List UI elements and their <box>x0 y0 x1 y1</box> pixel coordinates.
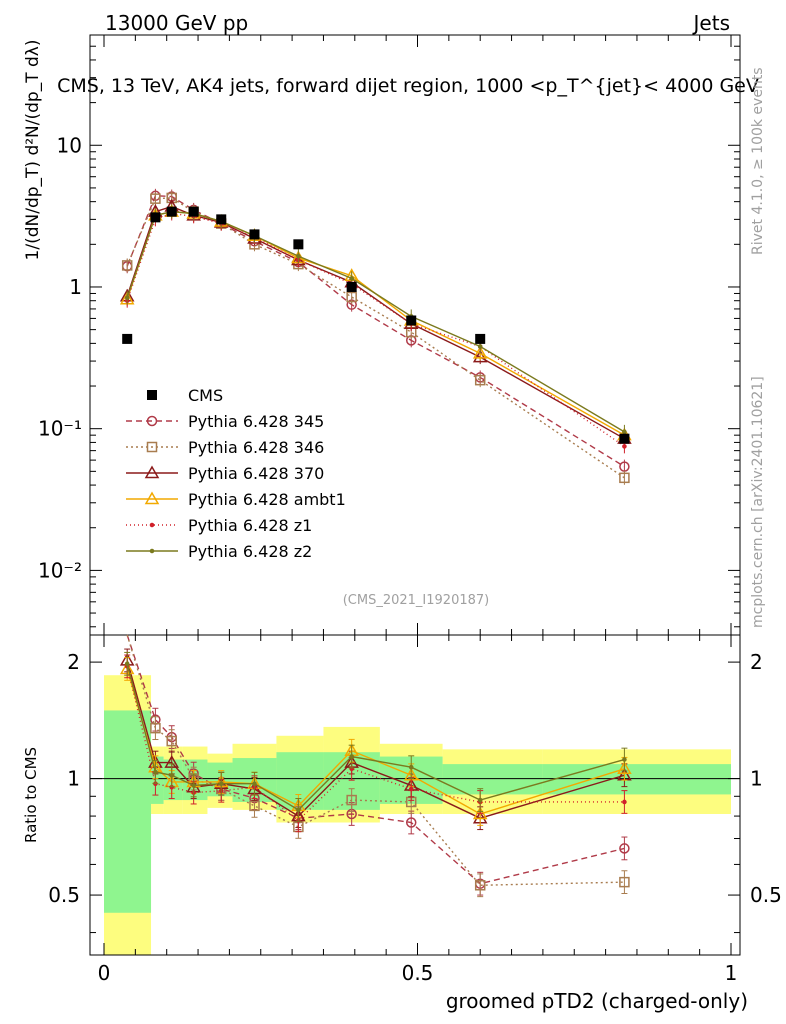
legend-z2-label: Pythia 6.428 z2 <box>188 542 312 561</box>
cms-data-point <box>619 433 630 444</box>
series-345-ratio-point <box>619 843 630 854</box>
y-tick-label-ratio-right: 2 <box>750 650 763 674</box>
legend-z2-marker <box>149 548 155 554</box>
series-346-ratio-line <box>126 634 625 886</box>
x-tick-label: 1 <box>725 961 738 985</box>
ratio-band-inner <box>542 764 731 795</box>
legend-label-cms: CMS <box>188 386 223 405</box>
series-z2-ratio-point <box>153 769 158 775</box>
series-ambt1-point <box>472 345 488 359</box>
cms-data-point <box>122 333 133 344</box>
legend-345-marker <box>146 415 158 427</box>
cms-data-point <box>406 315 417 326</box>
legend-346-label: Pythia 6.428 346 <box>188 438 324 457</box>
series-z1-ratio-point <box>408 786 414 792</box>
series-z2-ratio-point <box>191 783 196 788</box>
cms-data-point <box>216 214 227 225</box>
legend-345-label: Pythia 6.428 345 <box>188 412 324 431</box>
cms-data-point <box>293 239 304 250</box>
legend-z1-label: Pythia 6.428 z1 <box>188 516 312 535</box>
series-346-ratio-point <box>166 735 177 747</box>
series-346-ratio-point <box>150 722 161 734</box>
series-346-point <box>474 374 486 386</box>
y-tick-label-ratio: 2 <box>67 650 80 674</box>
series-346-ratio-point <box>619 876 630 888</box>
series-z2-ratio-point <box>296 807 301 813</box>
analysis-label: (CMS_2021_I1920187) <box>343 593 490 608</box>
series-346-ratio-point <box>474 880 486 891</box>
cms-data-point <box>249 229 260 240</box>
series-z2-ratio-point <box>477 797 483 803</box>
y-axis-label-ratio: Ratio to CMS <box>22 747 40 843</box>
series-346-ratio-point <box>249 800 260 812</box>
series-ambt1-ratio-point <box>617 761 632 775</box>
cms-data-point <box>346 281 357 292</box>
cms-data-point <box>166 206 177 217</box>
chart-title: CMS, 13 TeV, AK4 jets, forward dijet reg… <box>57 75 759 97</box>
legend-ambt1-label: Pythia 6.428 ambt1 <box>188 490 346 509</box>
cms-data-point <box>150 212 161 223</box>
cms-data-point <box>475 333 486 344</box>
legend-z1-marker <box>149 522 155 528</box>
y-tick-label-main: 10 <box>57 133 82 157</box>
series-345-ratio-point <box>405 817 417 828</box>
series-z1-ratio-point <box>622 799 627 805</box>
header-right: Jets <box>692 11 730 35</box>
series-346-ratio-point <box>346 794 357 806</box>
y-tick-label-ratio: 0.5 <box>48 883 80 907</box>
cms-data-point <box>188 206 199 217</box>
series-z1-point <box>622 444 627 449</box>
legend-ambt1-marker <box>144 491 160 505</box>
series-z2-ratio-point <box>349 754 354 759</box>
series-z2-ratio-point <box>124 661 130 667</box>
series-z2-ratio-point <box>622 757 627 762</box>
series-z1-ratio-line <box>126 666 625 822</box>
y-tick-label-main: 10⁻¹ <box>38 417 82 441</box>
series-z2-point <box>124 295 130 301</box>
y-tick-label-ratio-right: 1 <box>750 767 763 791</box>
x-axis-label: groomed pTD2 (charged-only) <box>446 989 748 1013</box>
legend-marker-cms <box>147 390 157 400</box>
series-346-point <box>121 260 133 271</box>
series-z2-point <box>477 344 483 349</box>
y-tick-label-main: 1 <box>69 275 82 299</box>
series-z2-ratio-point <box>218 781 224 786</box>
legend-346-marker <box>146 441 158 453</box>
series-z2-point <box>349 276 354 281</box>
y-tick-label-ratio: 1 <box>67 767 80 791</box>
ratio-plot-frame <box>89 634 741 956</box>
legend-370-label: Pythia 6.428 370 <box>188 464 324 483</box>
series-z2-point <box>622 429 627 435</box>
series-z2-ratio-point <box>252 781 257 786</box>
ratio-band-inner <box>104 710 152 913</box>
series-346-line <box>126 197 625 479</box>
side-label-bottom: mcplots.cern.ch [arXiv:2401.10621] <box>750 376 766 628</box>
series-z2-point <box>296 253 301 259</box>
series-z2-ratio-point <box>169 772 175 778</box>
legend-370-marker <box>144 465 160 479</box>
x-tick-label: 0.5 <box>402 961 434 985</box>
series-346-point <box>619 472 630 484</box>
series-370-point <box>472 349 488 363</box>
header-left: 13000 GeV pp <box>105 11 248 35</box>
x-tick-label: 0 <box>98 961 111 985</box>
series-346-point <box>150 193 161 204</box>
y-tick-label-ratio-right: 0.5 <box>750 883 782 907</box>
y-axis-label-main: 1/(dN/dp_T) d²N/(dp_T dλ) <box>23 40 43 261</box>
ratio-band-inner <box>276 752 324 810</box>
y-tick-label-main: 10⁻² <box>38 558 82 582</box>
side-label-top: Rivet 4.1.0, ≥ 100k events <box>750 67 766 255</box>
series-346-point <box>346 291 357 303</box>
series-z2-ratio-point <box>408 764 414 770</box>
